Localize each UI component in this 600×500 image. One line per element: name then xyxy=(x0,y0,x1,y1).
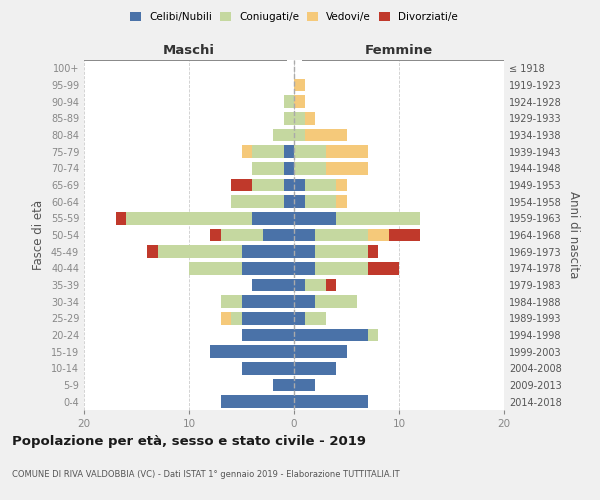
Legend: Celibi/Nubili, Coniugati/e, Vedovi/e, Divorziati/e: Celibi/Nubili, Coniugati/e, Vedovi/e, Di… xyxy=(126,8,462,26)
Bar xyxy=(147,246,157,258)
Bar xyxy=(284,179,294,192)
Bar xyxy=(284,112,294,124)
Bar xyxy=(241,246,294,258)
Bar xyxy=(284,196,294,208)
Bar xyxy=(389,229,420,241)
Bar xyxy=(284,96,294,108)
Bar xyxy=(294,246,315,258)
Bar xyxy=(294,396,367,408)
Bar xyxy=(157,246,241,258)
Bar xyxy=(294,379,315,391)
Bar xyxy=(241,146,252,158)
Bar xyxy=(210,346,294,358)
Y-axis label: Fasce di età: Fasce di età xyxy=(32,200,45,270)
Bar xyxy=(367,229,389,241)
Bar xyxy=(294,179,305,192)
Bar xyxy=(305,312,325,324)
Bar xyxy=(284,162,294,174)
Bar xyxy=(315,296,357,308)
Bar xyxy=(221,296,241,308)
Bar xyxy=(294,212,336,224)
Bar xyxy=(305,129,347,141)
Bar xyxy=(221,312,231,324)
Bar xyxy=(273,129,294,141)
Bar xyxy=(367,329,378,341)
Bar xyxy=(294,296,315,308)
Bar xyxy=(305,279,325,291)
Bar xyxy=(294,229,315,241)
Bar xyxy=(115,212,126,224)
Bar xyxy=(336,179,347,192)
Bar xyxy=(284,146,294,158)
Bar xyxy=(241,312,294,324)
Bar xyxy=(305,112,315,124)
Bar xyxy=(263,229,294,241)
Bar xyxy=(294,346,347,358)
Y-axis label: Anni di nascita: Anni di nascita xyxy=(567,192,580,278)
Text: Maschi: Maschi xyxy=(163,44,215,57)
Bar xyxy=(336,196,347,208)
Bar xyxy=(294,196,305,208)
Bar xyxy=(294,262,315,274)
Bar xyxy=(252,146,284,158)
Bar xyxy=(294,79,305,92)
Bar xyxy=(221,396,294,408)
Bar xyxy=(231,179,252,192)
Bar xyxy=(241,296,294,308)
Bar xyxy=(305,196,336,208)
Bar xyxy=(336,212,420,224)
Bar xyxy=(325,146,367,158)
Bar xyxy=(252,179,284,192)
Bar xyxy=(294,362,336,374)
Bar xyxy=(315,229,367,241)
Bar xyxy=(241,329,294,341)
Text: COMUNE DI RIVA VALDOBBIA (VC) - Dati ISTAT 1° gennaio 2019 - Elaborazione TUTTIT: COMUNE DI RIVA VALDOBBIA (VC) - Dati IST… xyxy=(12,470,400,479)
Text: Popolazione per età, sesso e stato civile - 2019: Popolazione per età, sesso e stato civil… xyxy=(12,435,366,448)
Bar xyxy=(305,179,336,192)
Bar xyxy=(294,279,305,291)
Bar xyxy=(231,196,284,208)
Bar xyxy=(241,362,294,374)
Bar xyxy=(325,162,367,174)
Bar xyxy=(294,329,367,341)
Bar xyxy=(231,312,241,324)
Bar xyxy=(294,162,325,174)
Text: Femmine: Femmine xyxy=(365,44,433,57)
Bar xyxy=(252,162,284,174)
Bar xyxy=(325,279,336,291)
Bar xyxy=(252,279,294,291)
Bar xyxy=(294,312,305,324)
Bar xyxy=(367,246,378,258)
Bar xyxy=(221,229,263,241)
Bar xyxy=(315,262,367,274)
Bar xyxy=(294,146,325,158)
Bar xyxy=(189,262,241,274)
Bar xyxy=(315,246,367,258)
Bar xyxy=(367,262,399,274)
Bar xyxy=(126,212,252,224)
Bar xyxy=(294,129,305,141)
Bar xyxy=(294,112,305,124)
Bar xyxy=(241,262,294,274)
Bar xyxy=(273,379,294,391)
Bar xyxy=(294,96,305,108)
Bar xyxy=(252,212,294,224)
Bar xyxy=(210,229,221,241)
